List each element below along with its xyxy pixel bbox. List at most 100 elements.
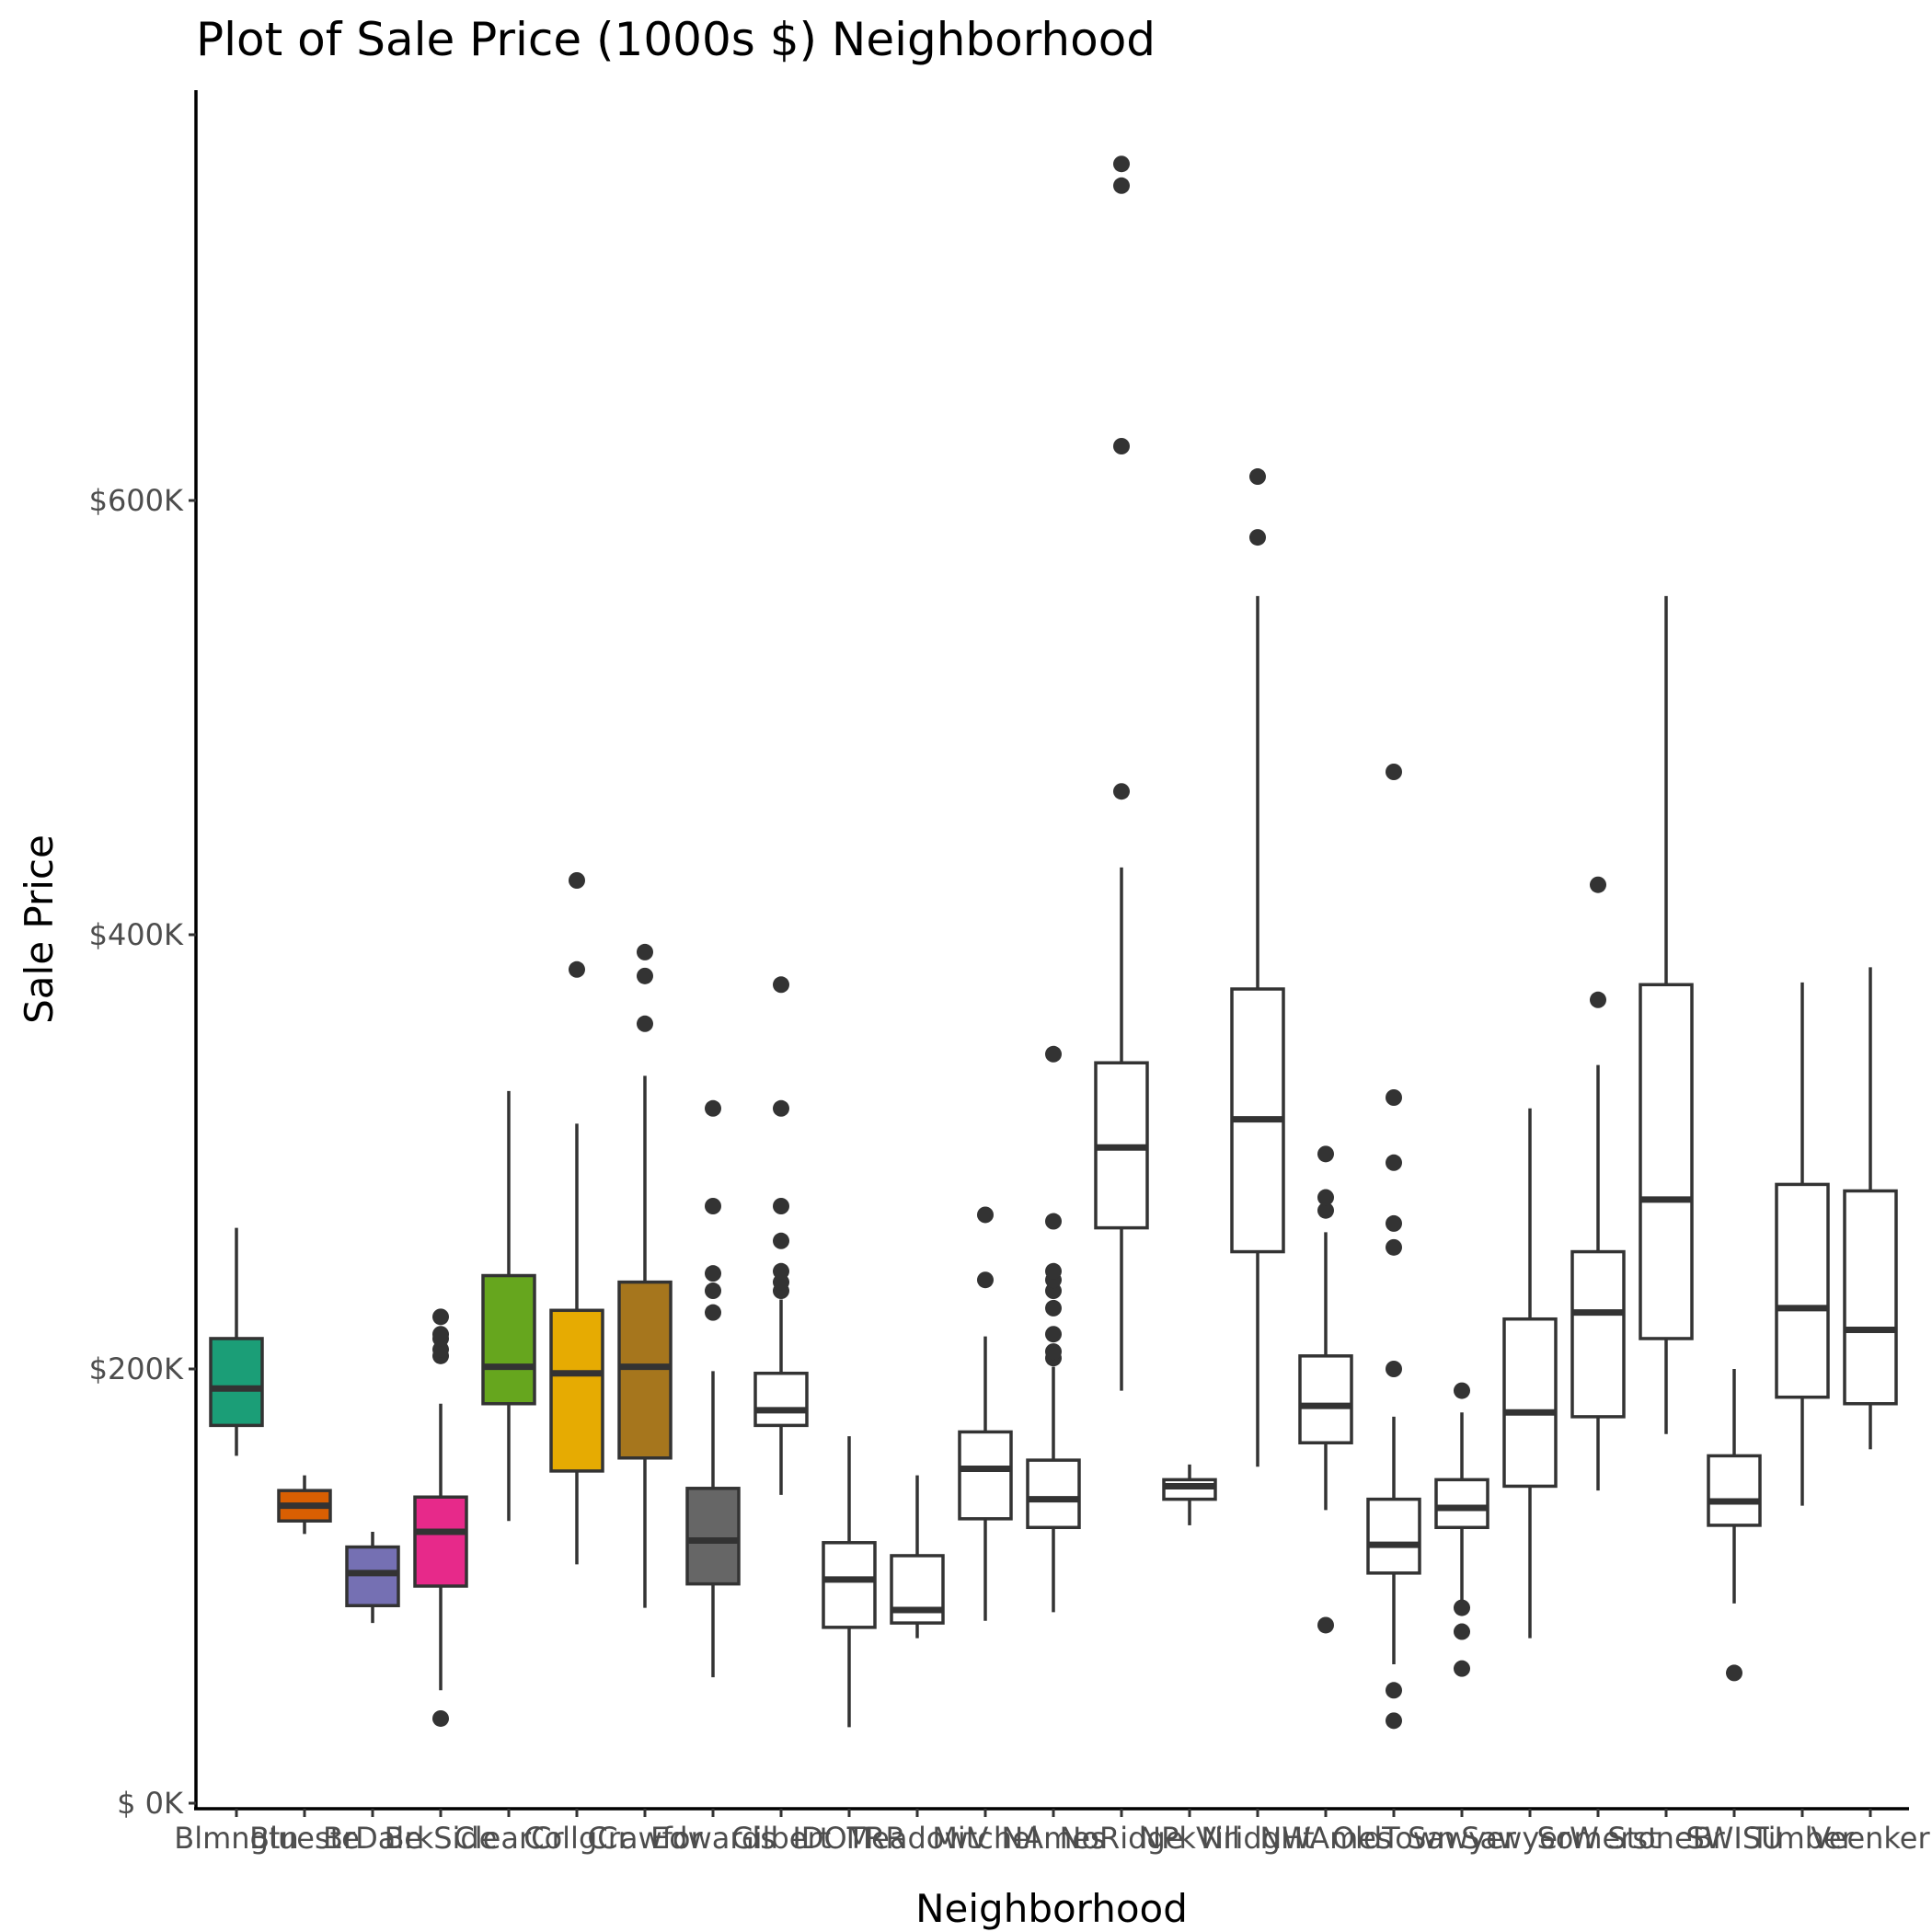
x-tick-label: BrkSide [385,1821,498,1856]
x-tick-label: SWISU [1685,1821,1782,1856]
outlier-point [569,960,585,978]
y-ticks: $ 0K $200K $400K $600K [89,483,196,1821]
outlier-point [705,1304,721,1321]
iqr-box [1843,1189,1898,1406]
outlier-point [1045,1299,1062,1317]
box-NoRidge [1094,155,1149,1391]
iqr-box [685,1487,741,1586]
iqr-box [481,1273,536,1406]
box-Crawfor [617,943,673,1608]
outlier-point [1386,1154,1402,1171]
box-Veenker [1843,967,1898,1450]
box-SawyerW [1502,1108,1558,1639]
box-Somerst [1570,876,1626,1491]
x-tick-label: NoRidge [1060,1821,1184,1856]
y-tick-label: $400K [89,917,184,952]
x-tick-label: NWAmes [1259,1821,1391,1856]
iqr-box [822,1541,877,1629]
outlier-point [705,1198,721,1214]
box-NPkVill [1162,1464,1217,1525]
box-Gilbert [753,976,809,1495]
outlier-point [1454,1382,1470,1399]
outlier-point [773,1232,789,1249]
x-tick-label: ClearCr [454,1821,564,1856]
box-Sawyer [1434,1382,1489,1677]
outlier-point [1454,1623,1470,1640]
outlier-point [1113,177,1130,194]
chart-title: Plot of Sale Price (1000s $) Neighborhoo… [196,13,1156,66]
outlier-point [1113,783,1130,800]
outlier-point [432,1326,449,1343]
outlier-point [1249,468,1266,486]
iqr-box [753,1371,809,1428]
outlier-point [1045,1262,1062,1280]
outlier-point [1045,1343,1062,1361]
outlier-point [1249,529,1266,546]
outlier-point [1386,764,1402,780]
box-OldTown [1366,764,1421,1730]
x-tick-label: MeadowV [846,1821,989,1856]
outlier-point [1386,1361,1402,1377]
outlier-point [1386,1238,1402,1256]
x-tick-label: StoneBr [1607,1821,1725,1856]
outlier-point [1045,1326,1062,1343]
outlier-point [1113,438,1130,454]
box-NridgHt [1230,468,1285,1467]
x-tick-label: Sawyer [1408,1821,1517,1856]
outlier-point [1386,1682,1402,1699]
iqr-box [1639,983,1694,1340]
box-IDOTRR [822,1436,877,1728]
iqr-box [1162,1478,1217,1501]
outlier-point [773,976,789,994]
outlier-point [1454,1599,1470,1616]
outlier-point [705,1282,721,1300]
outlier-point [637,967,653,984]
iqr-box [1570,1249,1626,1419]
outlier-point [1386,1214,1402,1232]
outlier-point [432,1308,449,1326]
box-Timber [1775,982,1830,1506]
y-tick-label: $600K [89,483,184,518]
outlier-point [1726,1664,1742,1682]
chart-axes [194,90,1909,1811]
iqr-box [1707,1454,1762,1527]
y-tick-label: $ 0K [117,1786,184,1821]
box-CollgCr [549,872,604,1565]
outlier-point [977,1206,994,1224]
x-tick-label: NridgHt [1201,1821,1314,1856]
y-tick-label: $200K [89,1351,184,1386]
outlier-point [977,1271,994,1289]
outlier-point [1590,876,1606,893]
outlier-point [1454,1660,1470,1677]
y-axis-title: Sale Price [17,834,62,1024]
iqr-box [1775,1182,1830,1399]
x-tick-label: SawyerW [1461,1821,1599,1856]
box-StoneBr [1639,595,1694,1434]
iqr-box [617,1280,673,1460]
outlier-point [1317,1145,1334,1163]
iqr-box [345,1545,400,1607]
outlier-point [1386,1712,1402,1730]
outlier-point [1317,1616,1334,1634]
outlier-point [569,872,585,889]
box-NWAmes [1298,1145,1353,1634]
iqr-box [413,1495,468,1588]
outlier-point [432,1709,449,1727]
outlier-point [773,1262,789,1280]
box-MeadowV [890,1475,945,1639]
chart-marks [209,155,1898,1730]
outlier-point [773,1198,789,1214]
box-NAmes [1026,1045,1081,1613]
iqr-box [1434,1478,1489,1530]
iqr-box [1298,1354,1353,1444]
outlier-point [1317,1202,1334,1219]
outlier-point [705,1099,721,1117]
iqr-box [1366,1497,1421,1575]
outlier-point [637,943,653,960]
outlier-point [1045,1213,1062,1230]
x-tick-label: Blueste [249,1821,360,1856]
x-tick-label: Timber [1750,1821,1855,1856]
iqr-box [958,1430,1013,1521]
x-tick-label: BrDale [323,1821,422,1856]
